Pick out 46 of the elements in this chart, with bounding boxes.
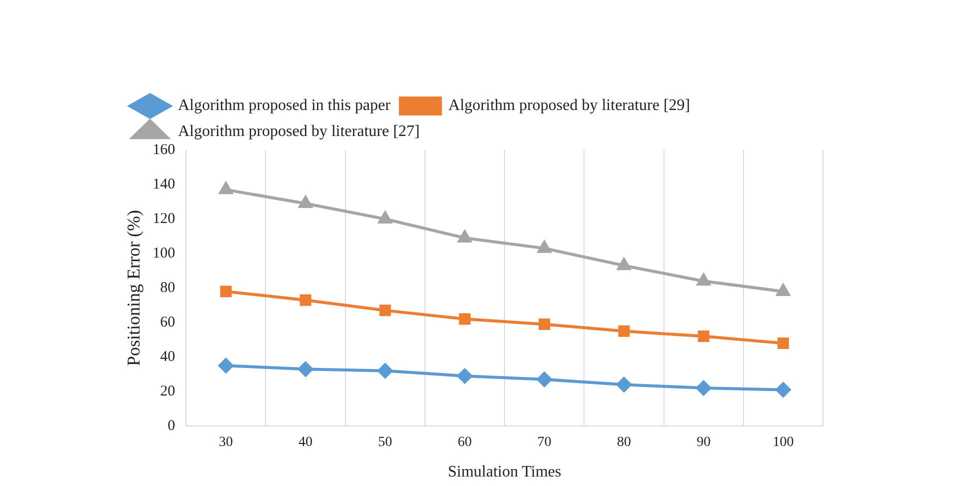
point <box>538 318 550 330</box>
point <box>617 258 631 270</box>
y-tick-label: 140 <box>152 176 176 192</box>
y-tick-label: 40 <box>160 348 176 365</box>
point <box>776 284 790 296</box>
x-tick-label: 70 <box>537 435 552 450</box>
y-tick-label: 0 <box>168 418 176 434</box>
point <box>618 325 630 337</box>
point <box>220 286 232 298</box>
point <box>298 362 314 377</box>
point <box>536 372 552 387</box>
point <box>538 240 552 253</box>
x-tick-label: 40 <box>298 435 313 450</box>
point <box>300 294 312 306</box>
y-tick-label: 20 <box>160 383 176 400</box>
x-tick-label: 90 <box>696 435 711 450</box>
legend-label: Algorithm proposed by literature [27] <box>178 123 420 140</box>
point <box>459 313 470 325</box>
x-tick-label: 60 <box>458 435 472 450</box>
y-tick-label: 100 <box>152 245 176 262</box>
x-tick-label: 50 <box>378 435 392 450</box>
point <box>776 382 791 398</box>
point <box>696 380 712 396</box>
point <box>379 304 391 316</box>
point <box>457 368 472 384</box>
point <box>696 274 710 286</box>
point <box>458 230 472 242</box>
x-tick-label: 100 <box>772 435 794 450</box>
y-tick-label: 120 <box>152 210 176 227</box>
x-axis-title: Simulation Times <box>448 464 562 481</box>
y-tick-label: 60 <box>160 314 176 330</box>
point <box>616 377 632 392</box>
point <box>219 182 233 194</box>
point <box>698 330 710 342</box>
point <box>378 212 392 224</box>
point <box>218 358 234 374</box>
x-tick-label: 30 <box>218 435 233 450</box>
y-axis-title: Positioning Error (%) <box>124 210 144 366</box>
x-tick-label: 80 <box>616 435 631 450</box>
y-tick-label: 80 <box>160 280 176 296</box>
point <box>378 363 393 378</box>
point <box>298 196 312 208</box>
legend-label: Algorithm proposed by literature [29] <box>448 97 690 114</box>
legend-label: Algorithm proposed in this paper <box>178 97 392 114</box>
y-tick-label: 160 <box>152 142 176 158</box>
point <box>777 337 789 349</box>
